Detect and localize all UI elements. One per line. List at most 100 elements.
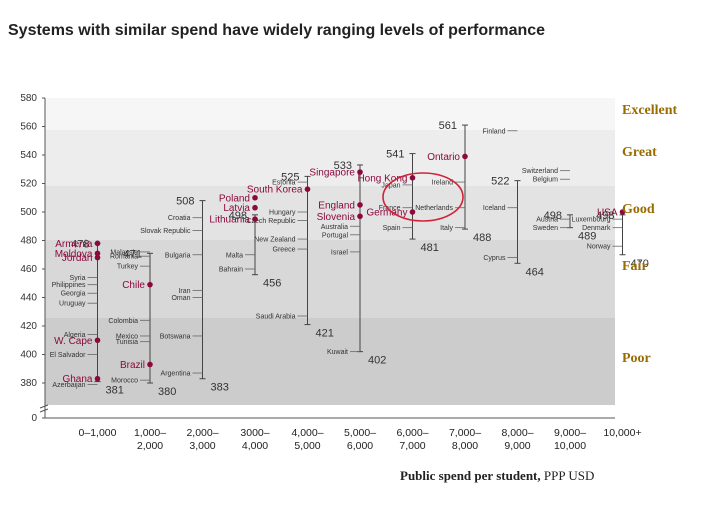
x-tick-label: 6,000–: [396, 427, 428, 439]
x-tick-label: 8,000–: [501, 427, 533, 439]
range-bottom-label: 464: [526, 266, 544, 278]
x-tick-label: 1,000–: [134, 427, 166, 439]
range-bottom-label: 488: [473, 232, 491, 244]
country-label: Croatia: [168, 215, 191, 222]
highlight-point: [94, 254, 101, 261]
band-poor: [45, 318, 615, 405]
country-label: Kuwait: [327, 349, 348, 356]
country-label: Algeria: [64, 332, 86, 339]
y-tick-label: 0: [31, 413, 37, 424]
x-tick-label: 10,000+: [603, 427, 641, 439]
x-tick-label: 9,000–: [554, 427, 586, 439]
y-tick-label: 420: [20, 321, 37, 332]
band-great: [45, 130, 615, 186]
range-bottom-label: 421: [316, 328, 334, 340]
x-tick-label: 0–1,000: [79, 427, 117, 439]
country-label: Tunisia: [116, 339, 138, 346]
highlight-point: [94, 240, 101, 247]
country-label: Iceland: [483, 205, 506, 212]
highlight-label: Jordan: [62, 253, 93, 264]
highlight-point: [252, 216, 258, 222]
x-tick-label: 2,000: [137, 440, 163, 452]
x-tick-label: 10,000: [554, 440, 586, 452]
range-top-label: 508: [176, 196, 194, 208]
y-axis: 580 560 540 520 500 480 460 440 420 400 380 0: [20, 93, 49, 424]
x-tick-label: 4,000–: [291, 427, 323, 439]
range-top-label: 525: [281, 171, 299, 183]
y-tick-label: 460: [20, 264, 37, 275]
highlight-point: [252, 194, 258, 201]
country-label: Netherlands: [415, 205, 453, 212]
country-label: Israel: [331, 249, 349, 256]
country-label: El Salvador: [50, 352, 86, 359]
country-label: New Zealand: [254, 237, 295, 244]
chart-title: Systems with similar spend have widely r…: [8, 22, 546, 39]
highlight-point: [462, 153, 468, 160]
range-top-label: 498: [544, 210, 562, 222]
highlight-point: [94, 250, 101, 257]
y-tick-label: 580: [20, 93, 37, 104]
y-tick-label: 540: [20, 150, 37, 161]
country-label: Hungary: [269, 210, 296, 217]
x-tick-label: 7,000: [399, 440, 425, 452]
highlight-label: Slovenia: [317, 212, 356, 223]
y-tick-label: 500: [20, 207, 37, 218]
range-bottom-label: 383: [211, 382, 229, 394]
highlight-point: [409, 209, 416, 215]
range-top-label: 561: [439, 120, 457, 132]
highlight-label: Moldova: [55, 249, 93, 260]
highlight-label: Latvia: [223, 203, 250, 214]
country-label: Oman: [171, 295, 190, 302]
tier-labels: Excellent Great Good Fair Poor: [622, 103, 678, 366]
country-label: Spain: [383, 225, 401, 232]
x-tick-label: 9,000: [504, 440, 530, 452]
country-label: Italy: [440, 225, 453, 232]
country-label: Switzerland: [522, 168, 558, 175]
highlight-label: Germany: [366, 208, 407, 219]
highlight-label: Lithuania: [209, 215, 250, 226]
highlight-label: Armenia: [55, 239, 93, 250]
highlight-point: [147, 281, 153, 288]
highlight-point: [357, 213, 363, 220]
highlight-point: [252, 204, 258, 211]
band-excellent: [45, 98, 615, 130]
highlight-label: Chile: [122, 280, 145, 291]
x-tick-label: 4,000: [242, 440, 268, 452]
x-axis-title: Public spend per student, PPP USD: [400, 468, 594, 484]
country-label: Austria: [536, 217, 558, 224]
highlight-point: [357, 202, 363, 208]
country-label: Argentina: [161, 371, 191, 378]
x-tick-label: 6,000: [347, 440, 373, 452]
tier-label-great: Great: [622, 145, 657, 160]
country-label: Ireland: [432, 180, 454, 187]
highlight-point: [94, 375, 101, 382]
range-bottom-label: 381: [106, 385, 124, 397]
highlight-point: [357, 169, 363, 175]
range-top-label: 541: [386, 149, 404, 161]
country-label: Malaysia: [110, 249, 138, 256]
country-label: Malta: [226, 252, 243, 259]
country-label: Estonia: [272, 180, 295, 187]
country-label: Uruguay: [59, 301, 86, 308]
highlight-point: [619, 209, 626, 215]
highlight-label: Brazil: [120, 360, 145, 371]
y-tick-label: 380: [20, 378, 37, 389]
range-bottom-label: 402: [368, 355, 386, 367]
range-top-label: 522: [491, 176, 509, 188]
country-label: Denmark: [582, 225, 611, 232]
country-label: France: [379, 205, 401, 212]
country-label: Greece: [273, 247, 296, 254]
country-label: Norway: [587, 244, 611, 251]
country-label: Cyprus: [483, 255, 506, 262]
highlight-label: England: [318, 200, 355, 211]
country-label: Syria: [70, 275, 86, 282]
x-tick-label: 3,000: [189, 440, 215, 452]
tier-label-good: Good: [622, 202, 655, 217]
highlight-point: [409, 175, 416, 181]
highlight-label: Ontario: [427, 152, 460, 163]
range-bars: 478 381 508 383 525 421 533 402 541 481 561 488 522 4…: [71, 120, 649, 398]
x-tick-label: 2,000–: [186, 427, 218, 439]
highlight-label: Ghana: [62, 374, 92, 385]
